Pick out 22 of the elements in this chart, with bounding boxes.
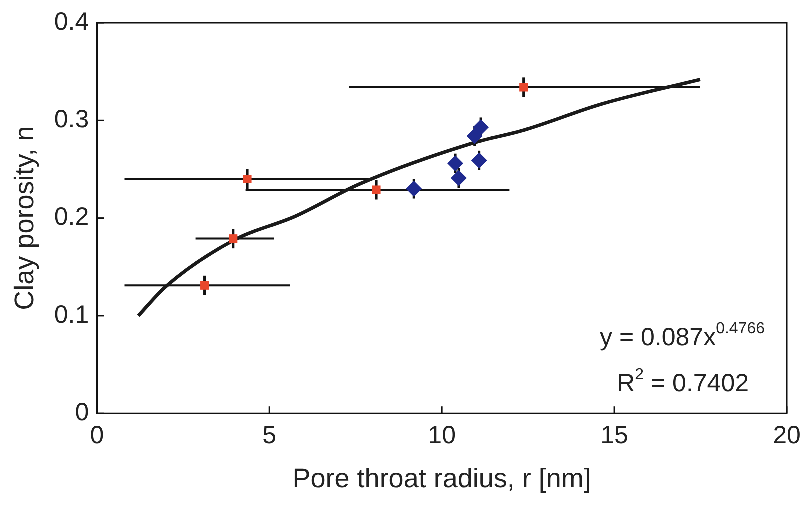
point: [406, 181, 422, 198]
point: [450, 170, 467, 186]
x-tick-label: 5: [262, 421, 277, 450]
x-tick-label: 20: [773, 421, 801, 450]
y-tick-label: 0.4: [54, 8, 90, 36]
y-tick-label: 0.1: [54, 300, 90, 329]
y-axis-title: Clay porosity, n: [10, 126, 40, 310]
y-tick-label: 0: [75, 398, 90, 426]
point: [229, 234, 238, 244]
x-axis-title: Pore throat radius, r [nm]: [292, 463, 592, 494]
point: [473, 119, 490, 136]
y-tick-label: 0.3: [54, 106, 90, 134]
point: [520, 83, 528, 92]
point: [466, 128, 483, 144]
point: [243, 175, 252, 184]
x-tick-label: 15: [600, 421, 628, 450]
point: [372, 186, 381, 194]
point: [448, 156, 464, 172]
point: [200, 281, 210, 290]
x-tick-label: 10: [428, 421, 456, 450]
y-tick-label: 0.2: [54, 203, 90, 232]
point: [471, 152, 488, 169]
